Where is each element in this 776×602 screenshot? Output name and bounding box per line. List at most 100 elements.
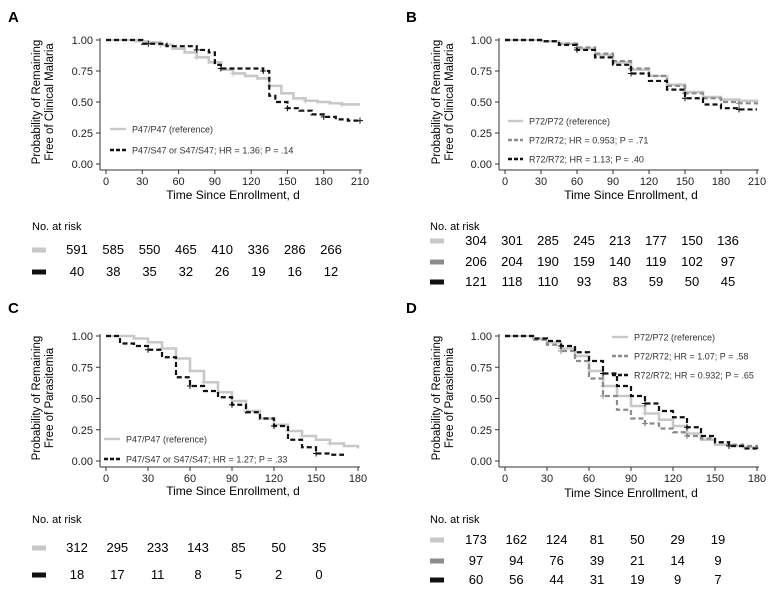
legend-entry: P72/P72 (reference) <box>529 117 610 127</box>
y-tick-label: 0.50 <box>72 97 93 109</box>
x-axis-title: Time Since Enrollment, d <box>166 188 300 202</box>
series-line-2 <box>505 38 759 105</box>
risk-count: 56 <box>509 572 523 587</box>
risk-count: 19 <box>251 264 265 279</box>
censor-mark <box>145 40 152 47</box>
x-tick-label: 120 <box>265 473 283 485</box>
legend-entry: P47/S47 or S47/S47; HR = 1.27; P = .33 <box>126 455 287 465</box>
risk-count: 19 <box>711 532 725 547</box>
y-tick-label: 1.00 <box>72 331 93 343</box>
risk-count: 285 <box>537 233 559 248</box>
censor-mark <box>159 345 165 352</box>
risk-count: 16 <box>287 264 301 279</box>
censor-mark <box>145 346 151 353</box>
x-tick-label: 180 <box>712 176 730 188</box>
x-tick-label: 90 <box>226 473 238 485</box>
y-axis-title: Probability of Remaining Free of Parasite… <box>31 336 56 461</box>
x-tick-label: 180 <box>349 473 367 485</box>
panel-d: D 0 30 60 90 120 150 180 0.00 0.25 0.50 0.75 1.00 Tim… <box>406 300 766 587</box>
y-tick-label: 0.25 <box>471 425 492 437</box>
risk-count: 32 <box>179 264 193 279</box>
panel-c: C0 30 60 90 120 150 1800.000.250.500.751.00Tim… <box>8 300 367 582</box>
x-tick-label: 0 <box>502 176 508 188</box>
risk-count: 233 <box>147 540 169 555</box>
risk-count: 213 <box>609 233 631 248</box>
censor-mark <box>682 95 688 102</box>
risk-count: 585 <box>102 242 124 257</box>
y-tick-label: 1.00 <box>471 331 492 343</box>
censor-mark <box>338 101 345 108</box>
x-tick-label: 0 <box>103 176 109 188</box>
y-tick-label: 0.75 <box>72 66 93 78</box>
censor-mark <box>230 70 236 77</box>
censor-mark <box>642 420 648 427</box>
censor-mark <box>357 117 363 124</box>
panel-label: C <box>8 300 19 317</box>
risk-count: 29 <box>670 532 684 547</box>
x-tick-label: 0 <box>103 473 109 485</box>
risk-count: 44 <box>549 572 563 587</box>
y-tick-label: 0.50 <box>471 97 492 109</box>
risk-count: 83 <box>613 274 627 289</box>
y-axis-title: Probability of Remaining Free of Parasite… <box>431 336 456 461</box>
risk-count: 591 <box>66 242 88 257</box>
y-axis-title-line: Probability of Remaining <box>431 336 443 461</box>
censor-mark <box>271 423 277 429</box>
risk-count: 60 <box>469 572 483 587</box>
x-tick-label: 30 <box>142 473 154 485</box>
censor-mark <box>193 46 200 53</box>
risk-count: 50 <box>685 274 699 289</box>
censor-mark <box>302 97 309 104</box>
risk-count: 97 <box>721 254 735 269</box>
legend-entry: P47/S47 or S47/S47; HR = 1.36; P = .14 <box>132 146 293 156</box>
y-axis-title: Probability of Remaining Free of Clinical… <box>31 40 56 165</box>
risk-count: 304 <box>465 233 487 248</box>
risk-count: 76 <box>549 553 563 568</box>
risk-count: 0 <box>315 567 322 582</box>
risk-count: 59 <box>649 274 663 289</box>
legend-entry: P72/R72; HR = 0.953; P = .71 <box>529 136 648 146</box>
x-tick-label: 180 <box>748 473 766 485</box>
risk-count: 124 <box>546 532 568 547</box>
censor-mark <box>600 370 606 377</box>
risk-count: 206 <box>465 254 487 269</box>
risk-count: 21 <box>630 553 644 568</box>
x-tick-label: 120 <box>242 176 260 188</box>
y-tick-label: 1.00 <box>471 35 492 47</box>
censor-mark <box>187 383 193 389</box>
censor-mark <box>193 54 200 61</box>
risk-count: 159 <box>573 254 595 269</box>
y-tick-label: 0.25 <box>72 128 93 140</box>
panel-label: D <box>406 300 417 317</box>
y-axis-title-line: Probability of Remaining <box>31 336 43 461</box>
x-tick-label: 90 <box>625 473 637 485</box>
risk-count: 7 <box>714 572 721 587</box>
y-tick-label: 0.75 <box>471 66 492 78</box>
risk-count: 102 <box>681 254 703 269</box>
risk-count: 40 <box>70 264 84 279</box>
risk-count: 50 <box>271 540 285 555</box>
y-axis-title: Probability of Remaining Free of Clinical… <box>431 40 456 165</box>
x-tick-label: 150 <box>307 473 325 485</box>
x-tick-label: 180 <box>315 176 333 188</box>
series-line-2 <box>106 38 360 122</box>
legend-entry: P72/R72; HR = 1.07; P = .58 <box>634 352 748 362</box>
y-axis-title-line: Free of Clinical Malaria <box>444 43 456 161</box>
legend-entry: P47/P47 (reference) <box>126 435 207 445</box>
risk-count: 50 <box>630 532 644 547</box>
risk-count: 93 <box>577 274 591 289</box>
y-tick-label: 0.00 <box>471 159 492 171</box>
censor-mark <box>217 65 224 72</box>
risk-count: 9 <box>674 572 681 587</box>
x-tick-label: 0 <box>502 473 508 485</box>
censor-mark <box>736 100 742 107</box>
y-tick-label: 0.25 <box>471 128 492 140</box>
risk-count: 550 <box>139 242 161 257</box>
risk-count: 85 <box>231 540 245 555</box>
y-tick-label: 0.00 <box>471 456 492 468</box>
censor-mark <box>600 393 606 399</box>
risk-count: 177 <box>645 233 667 248</box>
risk-table-title: No. at risk <box>32 514 82 526</box>
y-tick-label: 0.50 <box>72 394 93 406</box>
